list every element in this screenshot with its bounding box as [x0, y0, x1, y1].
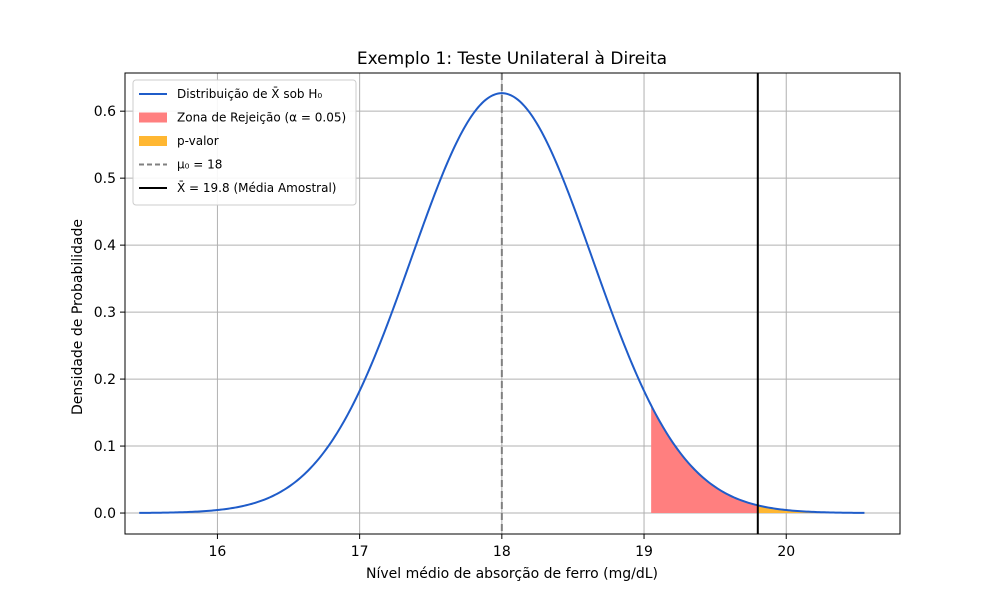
p-value-area — [757, 505, 865, 514]
chart-title: Exemplo 1: Teste Unilateral à Direita — [357, 49, 667, 69]
legend-patch-handle — [139, 136, 167, 146]
x-axis-label: Nível médio de absorção de ferro (mg/dL) — [366, 566, 658, 582]
legend-label: p-valor — [177, 134, 219, 148]
x-tick-label: 18 — [493, 544, 511, 560]
plot-frame — [124, 72, 901, 535]
legend-label: Zona de Rejeição (α = 0.05) — [177, 111, 346, 125]
x-tick-label: 20 — [777, 544, 795, 560]
legend: Distribuição de X̄ sob H₀ Zona de Rejeiçã… — [132, 79, 357, 206]
y-tick-label: 0.6 — [94, 104, 116, 120]
plot-area: 16 17 18 19 20 0.0 0.1 0.2 0.3 0.4 0.5 0.6 Distribui… — [94, 72, 901, 560]
y-tick-label: 0.2 — [94, 372, 116, 388]
x-tick-label: 19 — [635, 544, 653, 560]
legend-patch-handle — [139, 112, 167, 123]
legend-label: X̄ = 19.8 (Média Amostral) — [177, 181, 336, 195]
y-tick-label: 0.1 — [94, 439, 116, 455]
legend-label: Distribuição de X̄ sob H₀ — [177, 87, 322, 101]
legend-label: μ₀ = 18 — [177, 158, 222, 172]
y-tick-label: 0.4 — [94, 238, 116, 254]
x-tick-label: 16 — [209, 544, 227, 560]
x-tick-label: 17 — [351, 544, 369, 560]
rejection-zone-area — [651, 405, 758, 514]
y-tick-label: 0.3 — [94, 305, 116, 321]
distribution-curve — [139, 92, 865, 514]
y-axis-label: Densidade de Probabilidade — [70, 219, 86, 415]
legend-box — [132, 79, 357, 206]
y-tick-label: 0.0 — [94, 506, 116, 522]
y-tick-label: 0.5 — [94, 171, 116, 187]
